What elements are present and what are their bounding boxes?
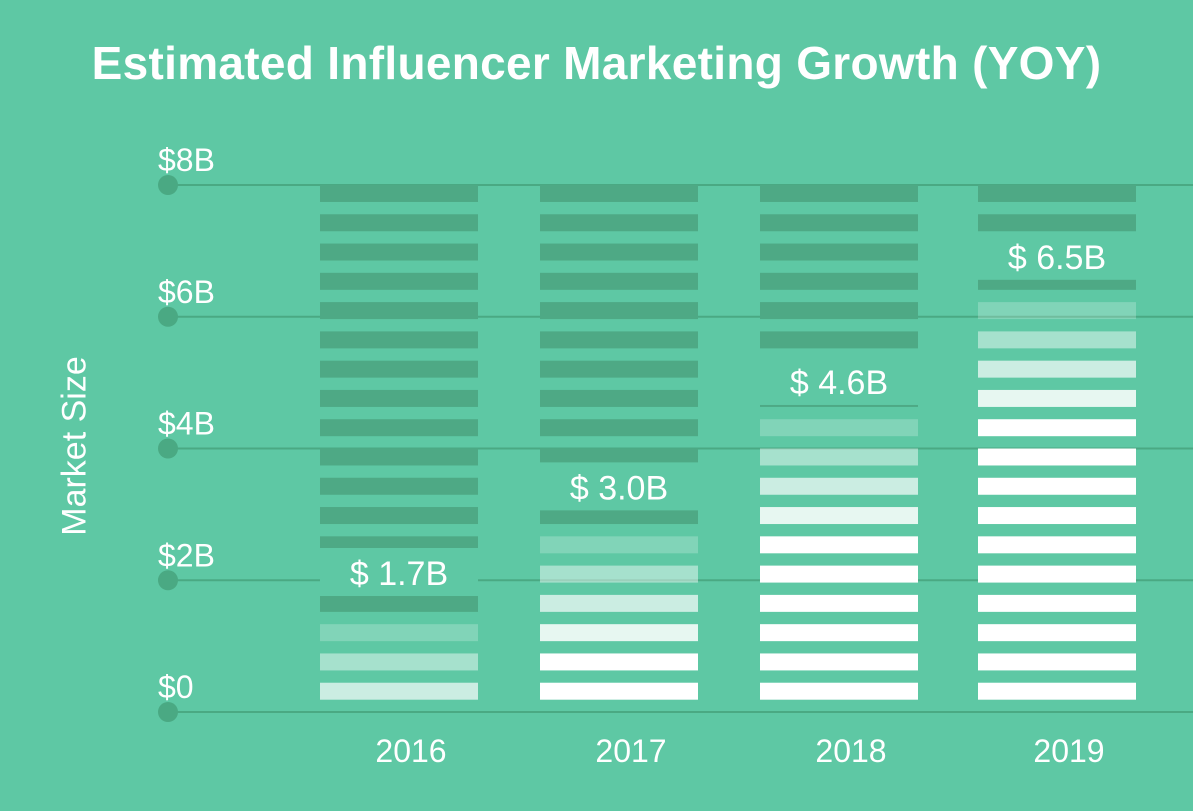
bar-stripe <box>978 565 1136 583</box>
bar-stripe <box>978 624 1136 642</box>
bar-stripe <box>320 214 478 232</box>
bar-stripe <box>760 331 918 349</box>
bar-stripe <box>540 185 698 202</box>
bar-stripe <box>760 419 918 437</box>
bar-stripe <box>760 302 918 320</box>
gridline-dot <box>158 175 178 195</box>
bar-stripe <box>978 419 1136 437</box>
y-tick-label: $8B <box>158 142 215 178</box>
bar-stripe <box>540 565 698 583</box>
bar-stripe <box>320 243 478 261</box>
bar-stripe <box>540 243 698 261</box>
value-label: $ 1.7B <box>350 555 448 593</box>
bar-stripe <box>978 682 1136 700</box>
bar-stripe <box>760 624 918 642</box>
bar-stripe <box>978 360 1136 378</box>
value-label: $ 4.6B <box>790 364 888 402</box>
bar-stripe <box>540 360 698 378</box>
value-label-bg <box>320 548 478 597</box>
bar-stripe <box>320 507 478 525</box>
x-tick-label: 2016 <box>375 733 446 769</box>
bar-stripe <box>760 565 918 583</box>
bar-stripe <box>320 594 478 612</box>
bar-stripe <box>540 272 698 290</box>
bar-stripe <box>760 243 918 261</box>
bar-stripe <box>320 419 478 437</box>
bar-stripe <box>320 331 478 349</box>
bar-stripe <box>540 624 698 642</box>
gridline-dot <box>158 438 178 459</box>
bar-stripe <box>760 594 918 612</box>
bar-stripe <box>540 302 698 320</box>
value-label-bg <box>978 231 1136 280</box>
bar-stripe <box>760 272 918 290</box>
bar-stripe <box>540 389 698 407</box>
bar-stripe <box>320 624 478 642</box>
bar-stripe <box>540 214 698 232</box>
bar-stripe <box>978 507 1136 525</box>
bar-stripe <box>540 448 698 466</box>
bar-stripe <box>760 214 918 232</box>
bar-stripe <box>320 448 478 466</box>
bar-stripe <box>978 536 1136 554</box>
bar-2017 <box>540 185 698 700</box>
bar-stripe <box>978 214 1136 232</box>
bar-stripe <box>320 302 478 320</box>
bar-2016 <box>320 185 478 700</box>
value-label-bg <box>540 462 698 511</box>
bar-stripe <box>760 507 918 525</box>
value-label: $ 6.5B <box>1008 239 1106 277</box>
gridline-dot <box>158 306 178 327</box>
x-tick-label: 2019 <box>1033 733 1104 769</box>
y-tick-label: $4B <box>158 406 215 442</box>
bar-stripe <box>540 594 698 612</box>
y-tick-label: $6B <box>158 274 215 310</box>
bar-stripe <box>320 360 478 378</box>
bar-stripe <box>540 507 698 525</box>
bar-stripe <box>760 448 918 466</box>
bar-stripe <box>760 536 918 554</box>
bar-stripe <box>540 682 698 700</box>
bar-stripe <box>540 536 698 554</box>
value-label-bg <box>760 356 918 405</box>
bar-stripe <box>978 594 1136 612</box>
bar-stripe <box>978 653 1136 671</box>
bar-2019 <box>978 185 1136 700</box>
bar-layer <box>320 185 1136 700</box>
bar-stripe <box>978 448 1136 466</box>
bar-stripe <box>978 477 1136 495</box>
bar-2018 <box>760 185 918 700</box>
bar-stripe <box>540 331 698 349</box>
bar-stripe <box>540 419 698 437</box>
bar-stripe <box>978 302 1136 320</box>
bar-stripe <box>320 389 478 407</box>
gridline-dot <box>158 702 178 722</box>
bar-stripe <box>760 653 918 671</box>
bar-stripe <box>978 185 1136 202</box>
bar-stripe <box>760 477 918 495</box>
bar-stripe <box>320 477 478 495</box>
value-label: $ 3.0B <box>570 469 668 507</box>
bar-stripe <box>540 653 698 671</box>
bar-stripe <box>978 331 1136 349</box>
bar-stripe <box>320 272 478 290</box>
gridline-dot <box>158 570 178 591</box>
x-tick-label: 2017 <box>595 733 666 769</box>
chart-title: Estimated Influencer Marketing Growth (Y… <box>91 37 1102 89</box>
bar-stripe <box>320 682 478 700</box>
bar-stripe <box>320 653 478 671</box>
bar-stripe <box>760 185 918 202</box>
bar-stripe <box>978 389 1136 407</box>
bar-stripe <box>760 682 918 700</box>
y-tick-label: $2B <box>158 537 215 573</box>
bar-stripe <box>320 185 478 202</box>
y-tick-label: $0 <box>158 669 194 705</box>
x-tick-label: 2018 <box>815 733 886 769</box>
label-layer: $0 $2B $4B $6B $8B $ 1.7B 2016 $ 3.0B 2017 $ 4.6B… <box>158 142 1106 769</box>
